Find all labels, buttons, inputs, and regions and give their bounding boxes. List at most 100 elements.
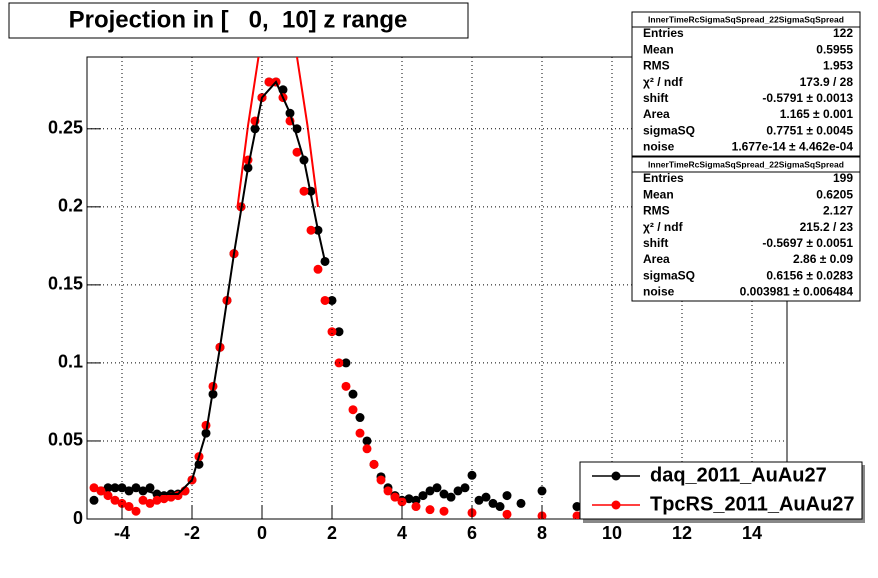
x-tick-label: 8 <box>537 523 547 543</box>
stats-label: sigmaSQ <box>643 123 695 137</box>
stats-box <box>631 156 861 302</box>
stats-label: shift <box>643 91 668 105</box>
stats-value: 0.003981 ± 0.006484 <box>740 285 854 299</box>
data-point <box>124 502 134 512</box>
y-tick-label: 0.1 <box>58 352 83 372</box>
data-point <box>425 486 435 496</box>
stats-label: Mean <box>643 42 674 56</box>
data-point <box>264 77 274 87</box>
data-point <box>467 470 477 480</box>
stats-value: 0.7751 ± 0.0045 <box>766 123 853 137</box>
data-point <box>145 498 155 508</box>
data-point <box>145 483 155 493</box>
data-point <box>131 506 141 516</box>
legend-box <box>579 461 863 520</box>
data-point <box>516 498 526 508</box>
stats-label: Mean <box>643 187 674 201</box>
data-point <box>488 498 498 508</box>
data-point <box>404 494 414 504</box>
legend-label: daq_2011_AuAu27 <box>650 464 827 486</box>
stats-value: 0.6205 <box>816 187 853 201</box>
data-point <box>124 486 134 496</box>
data-point <box>313 264 323 274</box>
stats-value: 2.86 ± 0.09 <box>793 252 853 266</box>
data-point <box>495 502 505 512</box>
x-tick-label: -4 <box>114 523 130 543</box>
stats-value: 1.677e-14 ± 4.462e-04 <box>732 140 854 154</box>
stats-label: RMS <box>643 204 670 218</box>
data-point <box>502 509 512 519</box>
legend-label: TpcRS_2011_AuAu27 <box>650 493 855 515</box>
x-tick-label: 6 <box>467 523 477 543</box>
x-tick-label: 4 <box>397 523 407 543</box>
data-point <box>152 495 162 505</box>
data-point <box>446 492 456 502</box>
data-point <box>425 505 435 515</box>
stats-value: 0.5955 <box>816 42 853 56</box>
data-point <box>89 483 99 493</box>
data-point <box>89 495 99 505</box>
x-tick-label: 2 <box>327 523 337 543</box>
data-point <box>355 428 365 438</box>
stats-label: χ² / ndf <box>643 75 684 89</box>
data-point <box>453 486 463 496</box>
data-point <box>103 483 113 493</box>
stats-value: 1.953 <box>823 59 853 73</box>
y-tick-label: 0 <box>73 508 83 528</box>
stats-title: InnerTimeRcSigmaSqSpread_22SigmaSqSpread <box>648 14 844 24</box>
x-tick-label: -2 <box>184 523 200 543</box>
title-box <box>8 2 469 39</box>
stats-value: 215.2 / 23 <box>800 220 854 234</box>
data-point <box>572 502 582 512</box>
stats-value: 173.9 / 28 <box>800 75 854 89</box>
data-point <box>334 327 344 337</box>
data-point <box>292 147 302 157</box>
y-tick-label: 0.05 <box>48 430 83 450</box>
data-point <box>474 495 484 505</box>
stats-value: 122 <box>833 26 853 40</box>
data-point <box>369 459 379 469</box>
data-point <box>96 486 106 496</box>
data-point <box>117 483 127 493</box>
stats-value: 2.127 <box>823 204 853 218</box>
legend-marker <box>611 471 621 481</box>
data-point <box>383 486 393 496</box>
x-tick-label: 10 <box>602 523 622 543</box>
stats-value: 0.6156 ± 0.0283 <box>766 268 853 282</box>
data-point <box>411 495 421 505</box>
stats-label: shift <box>643 236 668 250</box>
stats-label: Area <box>643 252 670 266</box>
stats-label: Area <box>643 107 670 121</box>
stats-label: Entries <box>643 26 684 40</box>
stats-label: RMS <box>643 59 670 73</box>
stats-label: noise <box>643 285 675 299</box>
stats-title: InnerTimeRcSigmaSqSpread_22SigmaSqSpread <box>648 159 844 169</box>
data-point <box>439 489 449 499</box>
plot-area <box>89 57 687 519</box>
data-point <box>306 225 316 235</box>
stats-value: 199 <box>833 171 853 185</box>
data-point <box>327 295 337 305</box>
data-point <box>103 491 113 501</box>
fit-curve <box>236 57 319 207</box>
y-tick-label: 0.25 <box>48 118 83 138</box>
data-point <box>439 506 449 516</box>
data-point <box>320 295 330 305</box>
data-point <box>327 327 337 337</box>
x-tick-label: 12 <box>672 523 692 543</box>
data-point <box>117 498 127 508</box>
stats-label: sigmaSQ <box>643 268 695 282</box>
stats-label: Entries <box>643 171 684 185</box>
fit-curve <box>135 80 326 496</box>
stats-value: -0.5697 ± 0.0051 <box>762 236 853 250</box>
stats-value: -0.5791 ± 0.0013 <box>762 91 853 105</box>
data-point <box>460 483 470 493</box>
data-point <box>110 495 120 505</box>
legend-marker <box>611 500 621 510</box>
data-point <box>502 491 512 501</box>
data-point <box>110 483 120 493</box>
stats-box <box>631 11 861 157</box>
data-point <box>418 491 428 501</box>
data-point <box>348 405 358 415</box>
